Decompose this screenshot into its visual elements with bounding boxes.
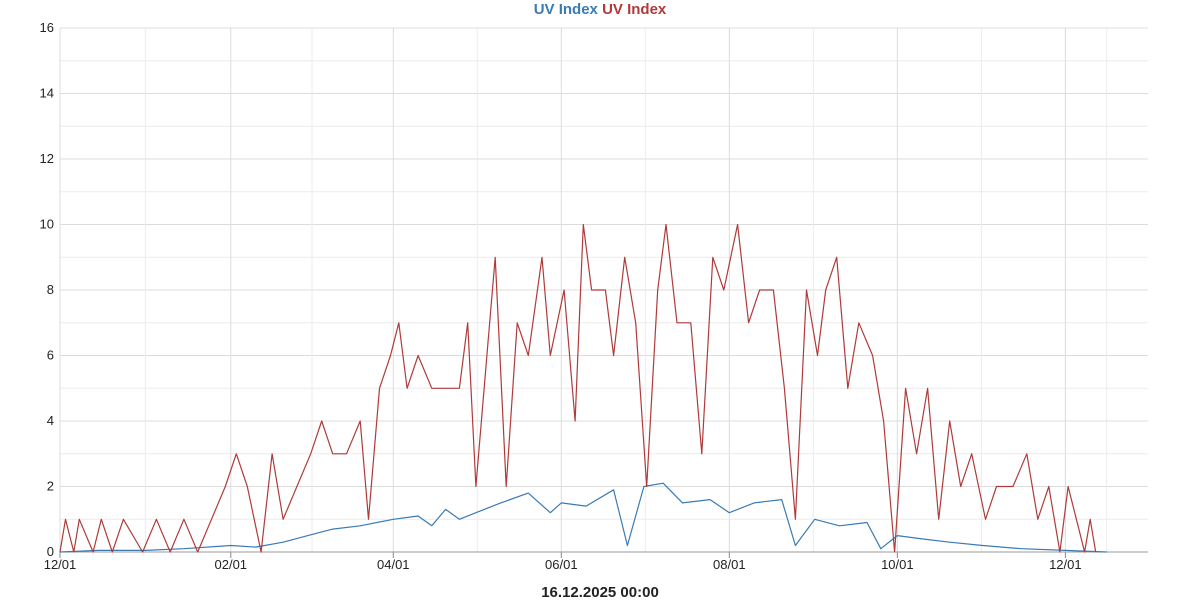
- series-line-2: [59, 223, 1097, 553]
- y-tick-label: 4: [47, 413, 54, 428]
- y-tick-label: 10: [40, 217, 54, 232]
- x-tick-label: 08/01: [713, 557, 746, 572]
- x-tick-label: 10/01: [881, 557, 914, 572]
- series-line-1: [59, 482, 1107, 553]
- chart-title: UV Index UV Index: [0, 0, 1200, 20]
- title-series-2: UV Index: [602, 1, 667, 18]
- y-tick-label: 2: [47, 479, 54, 494]
- axes: 0 2 4 6 8 10 12 14 16 12/01 02/01 04/01 06/01 08/01 10…: [40, 20, 1148, 572]
- series-group: [59, 223, 1107, 553]
- y-tick-label: 12: [40, 151, 54, 166]
- x-tick-label: 12/01: [44, 557, 77, 572]
- y-tick-label: 0: [47, 544, 54, 559]
- x-tick-label: 04/01: [377, 557, 410, 572]
- y-tick-label: 8: [47, 282, 54, 297]
- grid: [59, 27, 1148, 553]
- x-tick-label: 12/01: [1049, 557, 1082, 572]
- title-series-1: UV Index: [533, 1, 598, 18]
- x-tick-label: 02/01: [215, 557, 248, 572]
- timestamp-footer: 16.12.2025 00:00: [541, 584, 659, 601]
- y-tick-label: 6: [47, 348, 54, 363]
- x-tick-label: 06/01: [545, 557, 578, 572]
- y-tick-label: 16: [40, 20, 54, 35]
- y-tick-label: 14: [40, 86, 54, 101]
